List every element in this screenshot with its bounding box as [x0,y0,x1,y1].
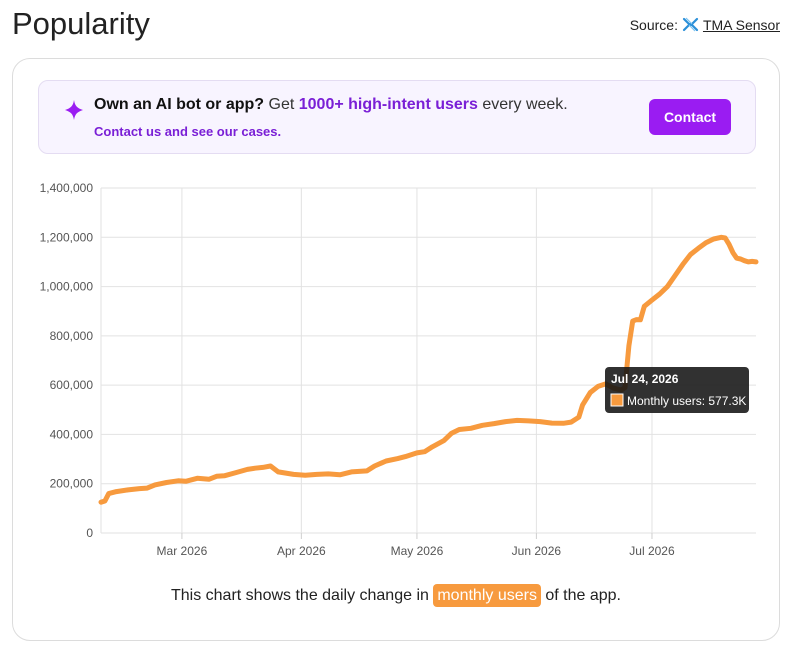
x-tick-label: May 2026 [391,544,444,558]
y-tick-label: 800,000 [50,329,94,343]
tma-sensor-logo-icon[interactable] [682,16,699,33]
promo-text-after: every week. [477,96,568,113]
tooltip-date: Jul 24, 2026 [611,372,679,386]
caption-highlight: monthly users [433,584,541,607]
series-line-monthly-users[interactable] [98,234,759,505]
contact-button[interactable]: Contact [649,99,731,135]
x-tick-label: Jun 2026 [512,544,562,558]
x-tick-label: Mar 2026 [157,544,208,558]
sparkle-icon [61,97,87,123]
source-link[interactable]: TMA Sensor [702,16,780,33]
promo-accent: 1000+ high-intent users [298,96,478,113]
promo-text-before: Get [264,96,299,113]
line-chart: 0 200,000 400,000 600,000 800,000 1,000,000 1,… [40,181,759,558]
y-tick-label: 400,000 [50,427,94,441]
promo-lead: Own an AI bot or app? [94,96,265,113]
x-tick-label: Jul 2026 [629,544,675,558]
y-tick-label: 1,200,000 [40,230,94,244]
chart-caption: This chart shows the daily change in mon… [13,584,779,607]
source: Source: TMA Sensor [630,16,780,33]
promo-headline: Own an AI bot or app? Get 1000+ high-int… [94,96,568,114]
chart-card: Own an AI bot or app? Get 1000+ high-int… [12,58,780,641]
page-title: Popularity [12,6,150,41]
y-tick-label: 1,400,000 [40,181,94,195]
x-axis: Mar 2026 Apr 2026 May 2026 Jun 2026 Jul 2026 [157,544,675,558]
y-axis: 0 200,000 400,000 600,000 800,000 1,000,000 1,… [40,181,94,540]
contact-cases-link[interactable]: Contact us and see our cases. [94,124,282,139]
caption-before: This chart shows the daily change in [170,587,434,604]
chart-tooltip: Jul 24, 2026 Monthly users: 577.3K [605,367,749,413]
y-tick-label: 200,000 [50,477,94,491]
y-tick-label: 0 [86,526,93,540]
y-tick-label: 1,000,000 [40,280,94,294]
y-tick-label: 600,000 [50,378,94,392]
tooltip-swatch [610,393,624,407]
x-tick-label: Apr 2026 [277,544,326,558]
chart-series [98,234,759,505]
chart-grid [100,187,756,539]
caption-after: of the app. [540,587,621,604]
source-label: Source: [629,16,678,33]
promo-banner: Own an AI bot or app? Get 1000+ high-int… [38,80,756,154]
tooltip-value: Monthly users: 577.3K [627,394,746,408]
tooltip-box [605,367,749,413]
